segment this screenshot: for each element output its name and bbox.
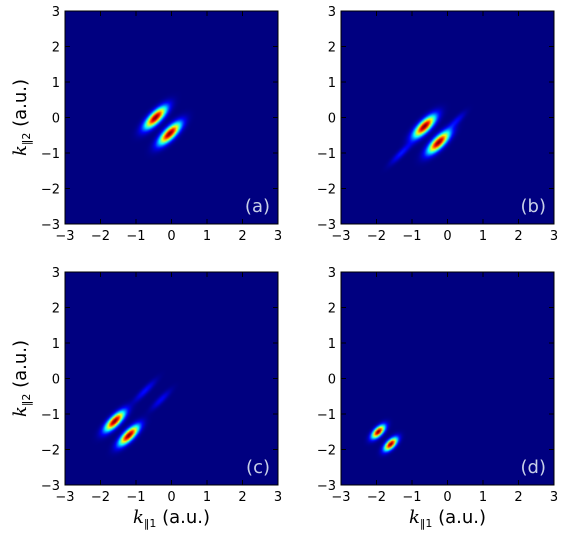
x-tick-label: 3: [274, 229, 282, 244]
y-tick-label: −3: [317, 479, 336, 494]
x-tick-label: 0: [167, 490, 175, 505]
x-tick-label: −1: [402, 490, 421, 505]
y-tick-label: 0: [328, 112, 336, 127]
y-tick-label: 3: [328, 5, 336, 20]
panel-b: −3 −2 −1 0 1 2 3 3 2 1 0 −1 −2 −3 (b): [317, 5, 558, 244]
panel-label: (d): [521, 457, 546, 478]
y-tick-label: −3: [317, 218, 336, 233]
panel-d: −3 −2 −1 0 1 2 3 3 2 1 0 −1 −2 −3 (d) k‖1 (a.u.): [317, 266, 558, 530]
y-tick-label: −1: [41, 147, 60, 162]
y-axis-label: k‖2 (a.u.): [10, 340, 33, 417]
y-tick-label: 2: [52, 41, 60, 56]
x-tick-label: −2: [91, 490, 110, 505]
heatmap-image: [65, 272, 278, 485]
y-tick-label: −3: [41, 479, 60, 494]
x-tick-label: 0: [443, 490, 451, 505]
y-tick-label: −2: [41, 444, 60, 459]
y-tick-label: 1: [328, 337, 336, 352]
x-tick-label: −3: [331, 229, 350, 244]
y-tick-label: 3: [52, 5, 60, 20]
y-tick-label: 2: [328, 302, 336, 317]
y-tick-label: −3: [41, 218, 60, 233]
x-tick-label: 0: [167, 229, 175, 244]
y-tick-label: 0: [52, 112, 60, 127]
x-tick-label: 3: [550, 229, 558, 244]
x-tick-label: 0: [443, 229, 451, 244]
x-tick-label: −3: [55, 229, 74, 244]
x-tick-label: −3: [55, 490, 74, 505]
panel-c: −3 −2 −1 0 1 2 3 3 2 1 0 −1 −2 −3 (c) k‖2 (a.u.) k‖1 (a.…: [10, 266, 282, 530]
y-tick-label: 0: [52, 373, 60, 388]
x-tick-label: 2: [514, 229, 522, 244]
x-tick-label: −1: [402, 229, 421, 244]
panel-label: (b): [521, 196, 546, 217]
x-tick-label: −1: [126, 229, 145, 244]
x-tick-label: −2: [367, 490, 386, 505]
x-axis-label: k‖1 (a.u.): [133, 507, 210, 530]
y-tick-label: −2: [317, 444, 336, 459]
x-tick-label: 2: [238, 229, 246, 244]
x-tick-label: 3: [274, 490, 282, 505]
y-tick-label: −2: [41, 183, 60, 198]
y-tick-label: 2: [328, 41, 336, 56]
y-tick-label: −1: [317, 408, 336, 423]
panel-label: (a): [245, 196, 270, 217]
heatmap-image: [341, 272, 554, 485]
x-tick-label: 1: [203, 490, 211, 505]
x-tick-label: 1: [479, 490, 487, 505]
x-tick-label: 2: [238, 490, 246, 505]
x-tick-label: 1: [479, 229, 487, 244]
y-tick-label: 1: [52, 76, 60, 91]
y-tick-label: −1: [41, 408, 60, 423]
x-tick-label: 3: [550, 490, 558, 505]
y-tick-label: 1: [328, 76, 336, 91]
y-tick-label: 2: [52, 302, 60, 317]
y-tick-label: −2: [317, 183, 336, 198]
panel-a: −3 −2 −1 0 1 2 3 3 2 1 0 −1 −2 −3 (a) k‖2 (a.u.): [10, 5, 282, 244]
x-tick-label: 2: [514, 490, 522, 505]
x-tick-label: −2: [367, 229, 386, 244]
y-tick-label: 1: [52, 337, 60, 352]
y-axis-label: k‖2 (a.u.): [10, 79, 33, 156]
heatmap-image: [65, 11, 278, 224]
x-axis-label: k‖1 (a.u.): [409, 507, 486, 530]
panel-label: (c): [246, 457, 270, 478]
x-tick-label: −3: [331, 490, 350, 505]
y-tick-label: 0: [328, 373, 336, 388]
y-tick-label: 3: [328, 266, 336, 281]
x-tick-label: −2: [91, 229, 110, 244]
y-tick-label: −1: [317, 147, 336, 162]
x-tick-label: −1: [126, 490, 145, 505]
y-tick-label: 3: [52, 266, 60, 281]
x-tick-label: 1: [203, 229, 211, 244]
heatmap-image: [341, 11, 554, 224]
